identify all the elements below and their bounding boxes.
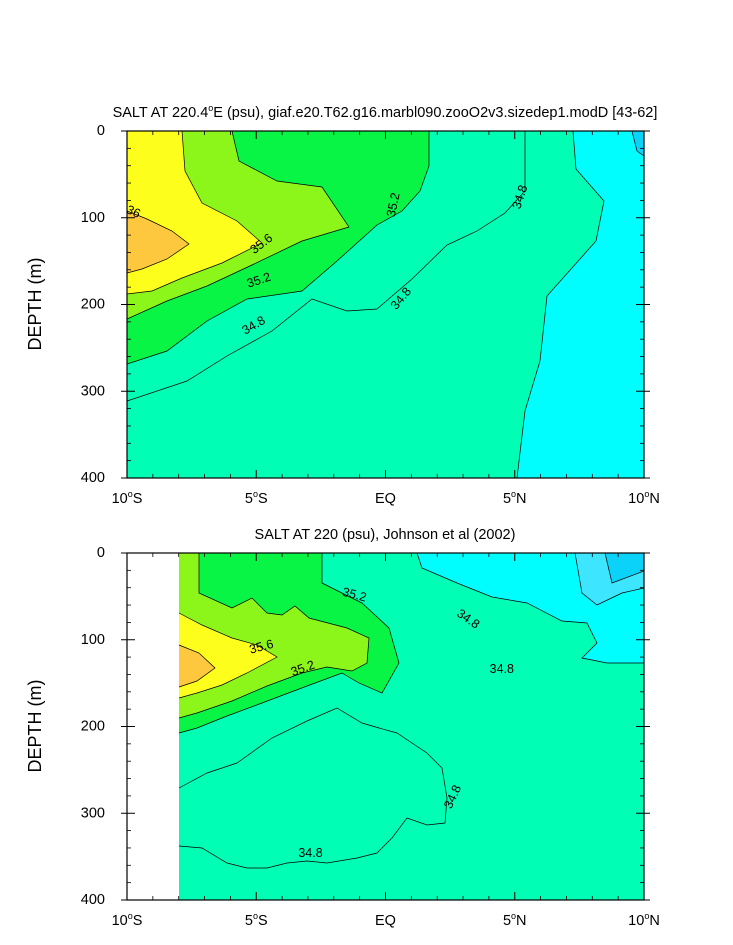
bottom-x-tick-num-0: 10 [112,913,128,929]
top-x-tick-hem-4: N [649,491,659,507]
top-y-tick-label-2: 200 [81,297,105,313]
top-contour-line-36 [126,210,190,274]
bottom-x-tick-num-2: EQ [375,913,396,929]
top-y-tick-label-3: 300 [81,383,105,399]
top-x-tick-num-0: 10 [112,491,128,507]
top-x-tick-num-2: EQ [375,491,396,507]
bottom-contour-line-348a [178,707,448,869]
bottom-contour-line-348b [416,552,644,664]
bottom-contour-line-352b [178,553,400,734]
top-x-tick-label-4: 10oN [628,489,660,507]
top-contour-lines [126,130,645,479]
bottom-fill-356-36 [179,613,277,698]
top-x-tick-hem-0: S [133,491,143,507]
bottom-x-tick-hem-4: N [649,913,659,929]
top-contour-line-352b [126,131,430,365]
bottom-y-tick-label-2: 200 [81,719,105,735]
top-y-tick-label-4: 400 [81,470,105,486]
top-x-tick-deg-1: o [253,489,258,499]
top-filled-contours [127,131,644,478]
top-title-prefix: SALT AT 220.4 [113,105,209,121]
bottom-contour-label-4: 34.8 [490,662,514,676]
bottom-contour-line-min [604,552,645,584]
bottom-x-tick-hem-3: N [516,913,526,929]
top-x-tick-label-2: EQ [375,491,396,507]
bottom-x-tick-hem-0: S [133,913,143,929]
top-ylabel: DEPTH (m) [25,258,45,351]
bottom-fill-min [605,553,644,583]
bottom-x-tick-label-2: EQ [375,913,396,929]
top-contour-line-348c [126,131,526,402]
bottom-x-tick-label-0: 10oS [112,911,143,929]
top-y-tick-label-1: 100 [81,210,105,226]
bottom-x-tick-label-1: 5oS [245,911,268,929]
bottom-x-tick-num-4: 10 [628,913,644,929]
top-x-tick-label-3: 5oN [503,489,527,507]
bottom-panel: 35.235.635.234.834.834.834.8 10oS 5oS EQ 5o… [25,527,660,929]
bottom-contour-label-0: 35.2 [341,585,368,605]
top-contour-label-0: 36 [124,202,143,221]
bottom-x-tick-deg-0: o [128,911,133,921]
top-x-tick-label-1: 5oS [245,489,268,507]
bottom-x-tick-hem-1: S [258,913,268,929]
bottom-ylabel: DEPTH (m) [25,680,45,773]
top-title: SALT AT 220.4oE (psu), giaf.e20.T62.g16.… [113,103,658,121]
top-contour-line-352a [126,130,350,320]
bottom-title: SALT AT 220 (psu), Johnson et al (2002) [255,527,516,543]
top-x-tick-num-1: 5 [245,491,253,507]
top-fill-low [517,131,644,478]
bottom-x-tick-num-1: 5 [245,913,253,929]
top-title-suffix: E (psu), giaf.e20.T62.g16.marbl090.zooO2… [213,105,657,121]
top-x-tick-num-3: 5 [503,491,511,507]
bottom-x-tick-label-3: 5oN [503,911,527,929]
bottom-y-tick-label-1: 100 [81,632,105,648]
bottom-title-prefix: SALT AT 220 (psu), Johnson et al (2002) [255,527,516,543]
bottom-x-tick-deg-1: o [253,911,258,921]
top-x-tick-num-4: 10 [628,491,644,507]
top-contour-label-3: 35.2 [384,191,403,218]
bottom-contour-lines [178,552,645,869]
top-y-tick-label-0: 0 [97,123,105,139]
bottom-x-tick-deg-3: o [511,911,516,921]
bottom-x-tick-label-4: 10oN [628,911,660,929]
bottom-filled-contours [179,553,644,900]
top-fill-36plus [127,211,189,273]
top-x-tick-deg-0: o [128,489,133,499]
bottom-contour-line-352a [178,553,370,719]
top-x-tick-hem-3: N [516,491,526,507]
top-x-tick-hem-1: S [258,491,268,507]
bottom-y-tick-label-0: 0 [97,545,105,561]
top-x-tick-label-0: 10oS [112,489,143,507]
top-contour-line-356 [126,130,263,295]
bottom-contour-line-36 [178,644,216,688]
bottom-contour-label-1: 35.6 [248,637,275,657]
bottom-contour-label-6: 34.8 [298,846,322,860]
top-contour-line-min [631,130,645,157]
bottom-x-tick-deg-4: o [644,911,649,921]
top-fill-min [632,131,644,156]
bottom-contour-line-lowest [574,552,645,606]
bottom-fill-36plus [179,645,215,687]
bottom-x-tick-num-3: 5 [503,913,511,929]
top-x-tick-deg-4: o [644,489,649,499]
top-title-sup: o [208,103,213,113]
bottom-contour-line-356 [178,612,278,699]
bottom-y-tick-label-4: 400 [81,892,105,908]
top-x-tick-deg-3: o [511,489,516,499]
bottom-y-tick-label-3: 300 [81,805,105,821]
